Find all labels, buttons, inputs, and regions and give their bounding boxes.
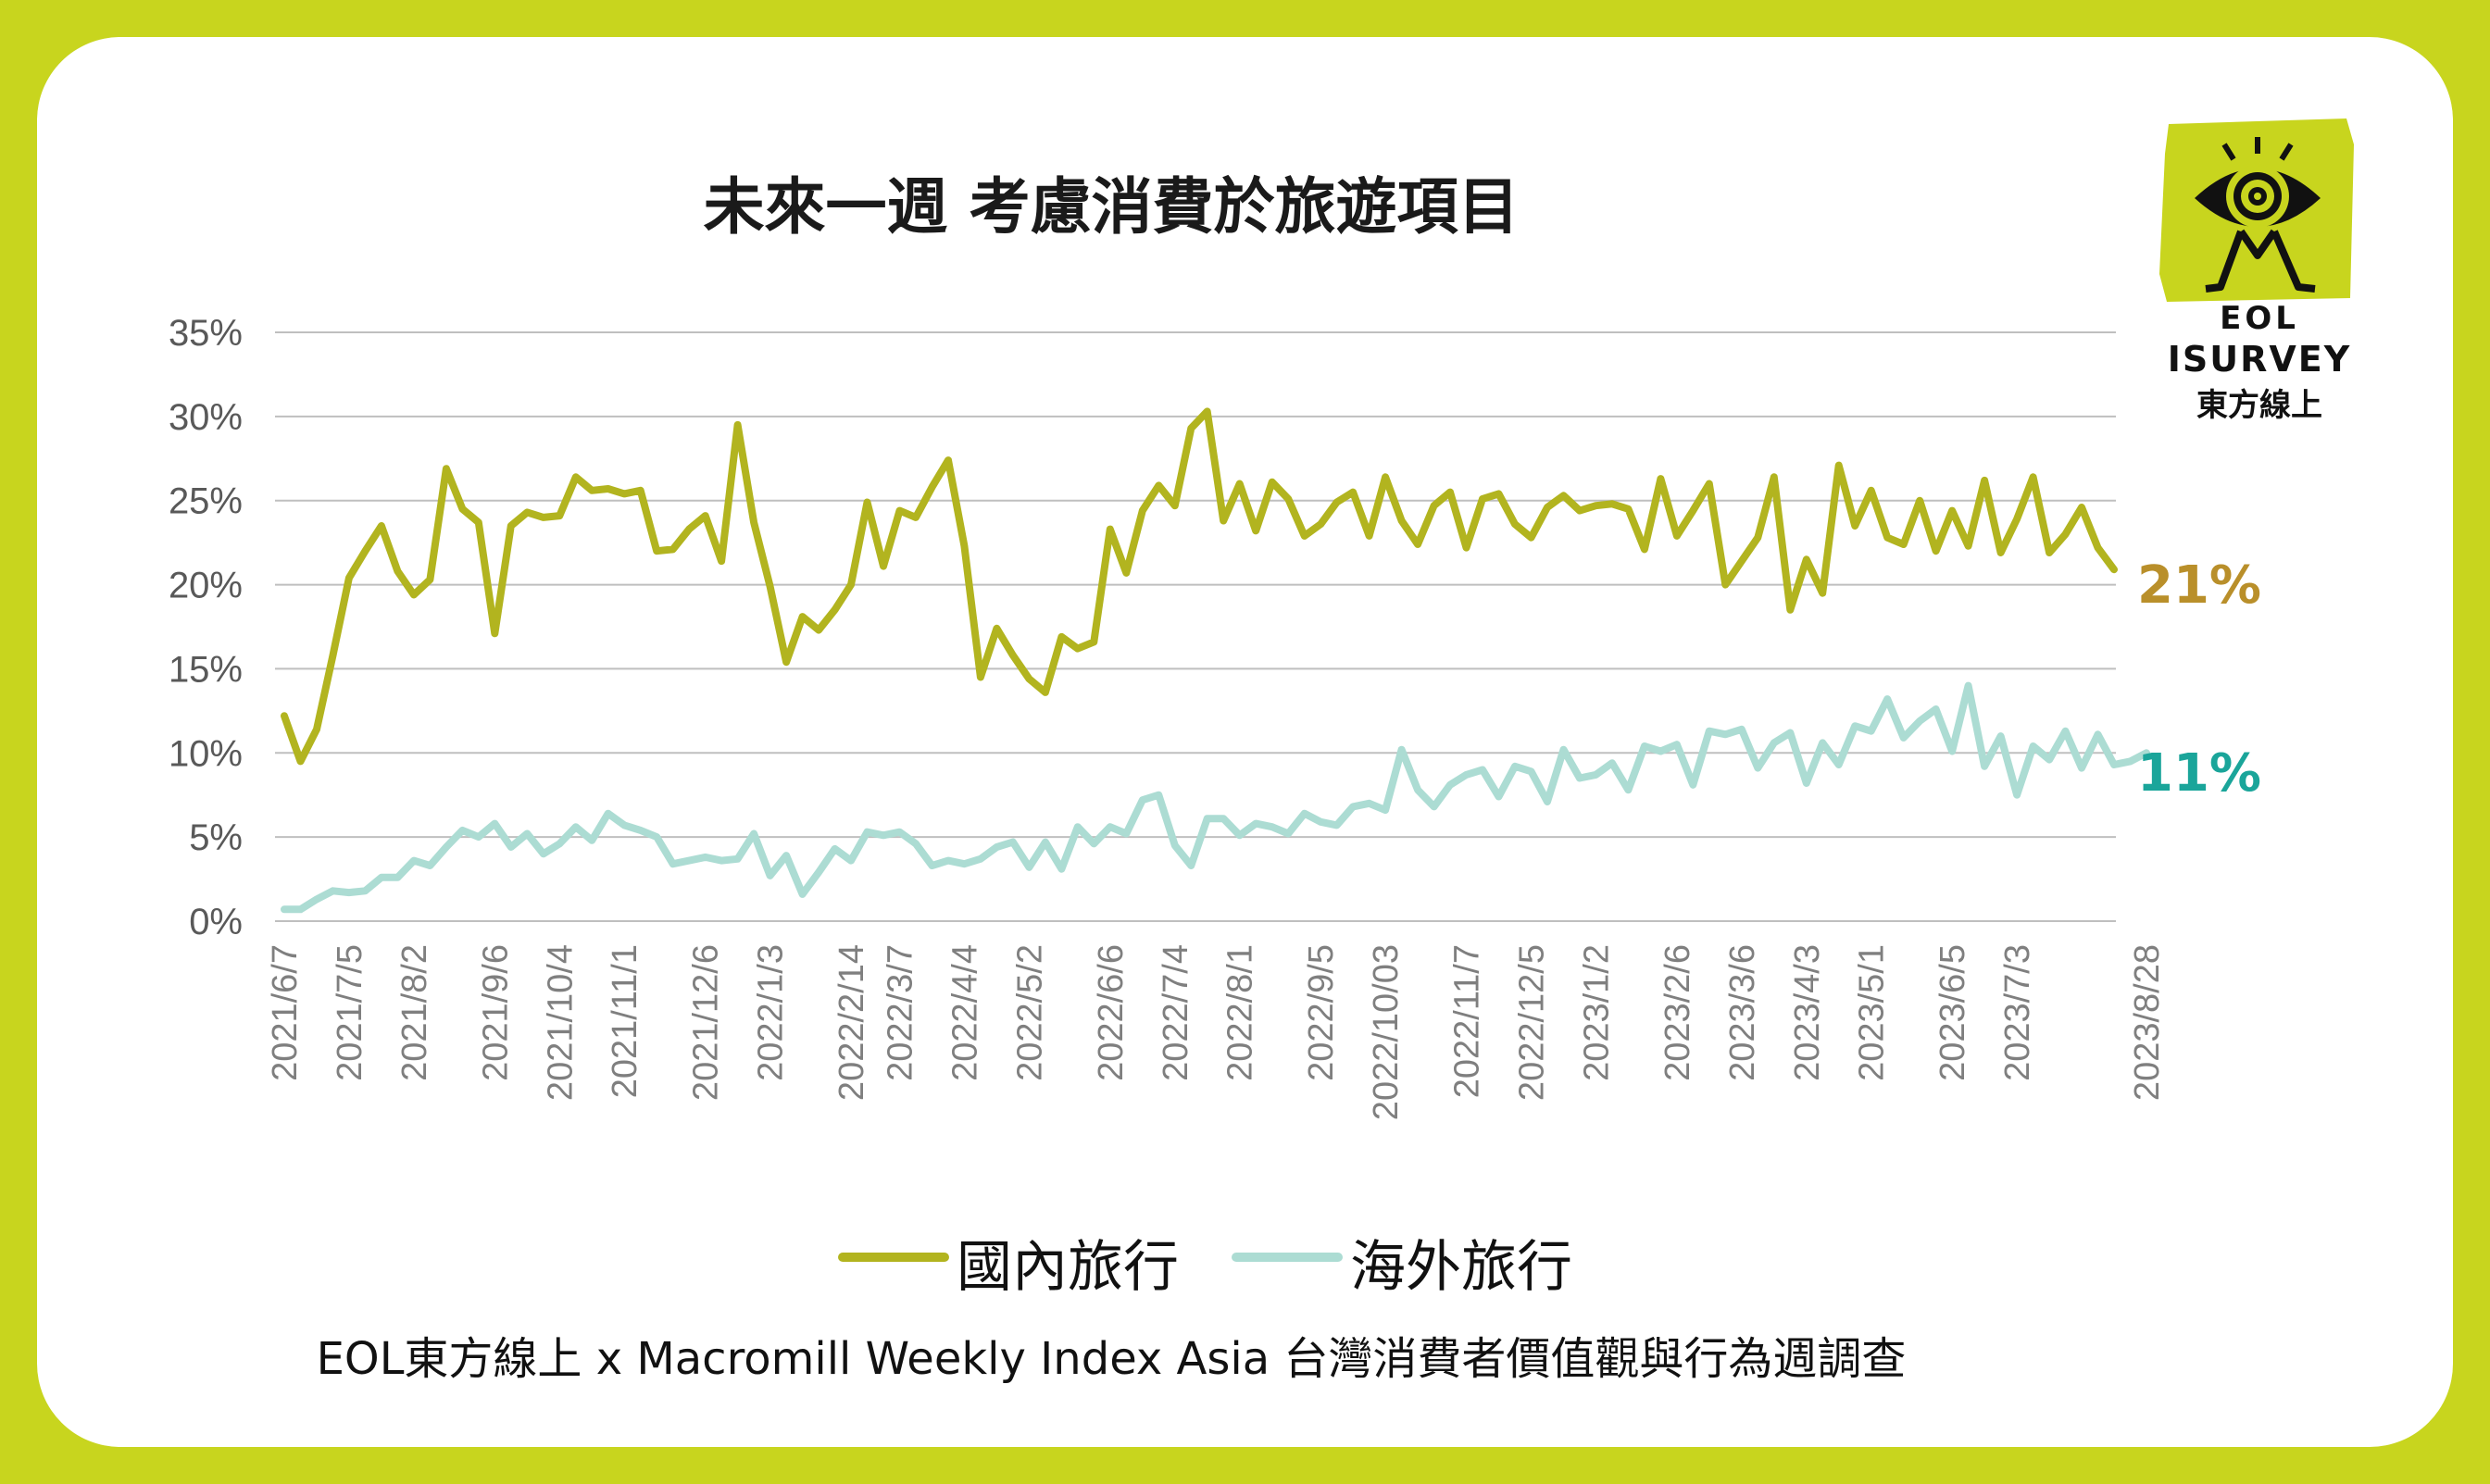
legend-overseas: 海外旅行	[1232, 1222, 1620, 1300]
legend-domestic-swatch	[838, 1253, 949, 1262]
legend-domestic-label: 國內旅行	[957, 1235, 1179, 1300]
x-tick-label: 2022/7/4	[1157, 944, 1195, 1081]
x-tick-label: 2022/5/2	[1010, 944, 1049, 1081]
x-tick-label: 2023/5/1	[1853, 944, 1892, 1081]
x-tick-label: 2022/12/5	[1512, 944, 1551, 1101]
x-tick-label: 2022/11/7	[1448, 944, 1487, 1098]
legend-overseas-label: 海外旅行	[1350, 1235, 1572, 1300]
x-tick-label: 2021/7/5	[331, 944, 369, 1081]
logo-eol-text: EOL	[2220, 300, 2299, 337]
x-tick-label: 2023/6/5	[1933, 944, 1972, 1081]
legend-domestic: 國內旅行	[838, 1222, 1227, 1300]
x-tick-label: 2022/2/14	[832, 944, 871, 1101]
source-note: EOL東方線上 x Macromill Weekly Index Asia 台灣…	[316, 1333, 1907, 1385]
logo-isurvey-text: ISURVEY	[2167, 339, 2352, 380]
y-tick-label: 5%	[189, 817, 243, 858]
series-line-domestic	[281, 407, 2118, 766]
gridlines	[275, 331, 2116, 922]
eye-figure-icon	[2159, 118, 2354, 302]
x-tick-label: 2021/12/6	[687, 944, 726, 1101]
y-tick-label: 25%	[169, 481, 243, 522]
y-tick-label: 20%	[169, 566, 243, 606]
x-tick-label: 2021/10/4	[541, 944, 580, 1101]
series-line-overseas	[281, 681, 2150, 914]
x-tick-label: 2023/3/6	[1723, 944, 1762, 1081]
x-tick-label: 2021/11/1	[606, 944, 644, 1098]
x-tick-label: 2023/4/3	[1788, 944, 1827, 1081]
y-tick-label: 10%	[169, 733, 243, 774]
x-tick-label: 2023/7/3	[1998, 944, 2037, 1081]
x-tick-label: 2023/8/28	[2128, 944, 2167, 1101]
y-tick-label: 30%	[169, 397, 243, 438]
x-axis-ticks: 2021/6/7 2021/7/5 2021/8/2 2021/9/6 2021/10/…	[266, 944, 2167, 1120]
y-tick-label: 15%	[169, 649, 243, 690]
domestic-end-label: 21%	[2137, 555, 2262, 616]
x-tick-label: 2022/1/3	[752, 944, 791, 1081]
x-tick-label: 2022/3/7	[881, 944, 920, 1081]
x-tick-label: 2022/10/03	[1367, 944, 1406, 1120]
x-tick-label: 2021/8/2	[395, 944, 434, 1081]
legend-overseas-swatch	[1232, 1253, 1343, 1262]
x-tick-label: 2021/6/7	[266, 944, 305, 1081]
x-tick-label: 2022/4/4	[945, 944, 984, 1081]
logo-chinese-text: 東方線上	[2196, 387, 2322, 424]
y-axis-ticks: 0% 5% 10% 15% 20% 25% 30% 35%	[169, 313, 243, 942]
series-lines	[281, 407, 2150, 914]
y-tick-label: 0%	[189, 902, 243, 942]
chart-title: 未來一週 考慮消費於旅遊項目	[703, 171, 1520, 243]
chart-card	[37, 37, 2453, 1447]
y-tick-label: 35%	[169, 313, 243, 354]
x-tick-label: 2023/1/2	[1577, 944, 1616, 1081]
x-tick-label: 2022/8/1	[1221, 944, 1260, 1081]
eol-isurvey-logo: EOL ISURVEY 東方線上	[2148, 117, 2354, 424]
overseas-end-label: 11%	[2137, 743, 2262, 804]
x-tick-label: 2022/6/6	[1092, 944, 1131, 1081]
x-tick-label: 2023/2/6	[1658, 944, 1697, 1081]
x-tick-label: 2021/9/6	[476, 944, 515, 1081]
x-tick-label: 2022/9/5	[1302, 944, 1341, 1081]
